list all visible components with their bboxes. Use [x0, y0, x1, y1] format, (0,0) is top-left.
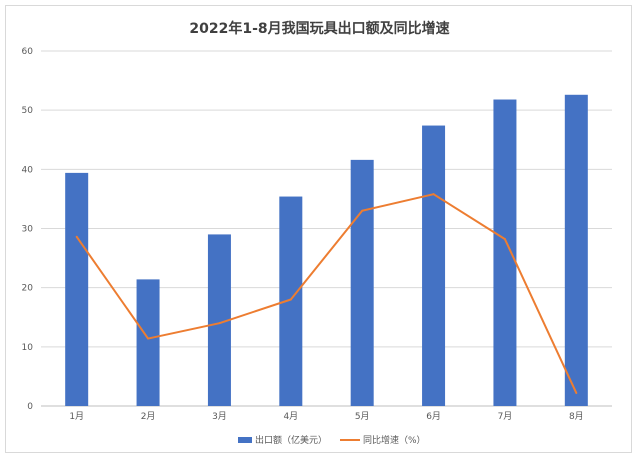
line-point: [289, 298, 292, 301]
x-tick-label: 1月: [69, 411, 84, 422]
y-tick-label: 40: [22, 165, 34, 175]
bar: [422, 125, 446, 407]
y-tick-label: 30: [22, 225, 34, 235]
x-tick-label: 2月: [141, 411, 156, 422]
y-tick-label: 10: [22, 343, 34, 353]
line-point: [432, 193, 435, 196]
bar: [564, 94, 588, 407]
legend-label-bar: 出口额（亿美元）: [255, 434, 327, 446]
x-tick-label: 7月: [498, 411, 513, 422]
bar: [136, 279, 160, 406]
x-tick-label: 6月: [426, 411, 441, 422]
y-tick-label: 50: [22, 106, 34, 116]
bar: [279, 196, 303, 406]
line-point: [575, 391, 578, 394]
x-tick-label: 4月: [283, 411, 298, 422]
y-tick-label: 20: [22, 284, 34, 294]
bar: [493, 99, 517, 407]
y-tick-label: 0: [27, 402, 33, 412]
line-point: [218, 322, 221, 325]
line-point: [75, 235, 78, 238]
line-point: [361, 209, 364, 212]
bar: [207, 234, 231, 406]
legend-label-line: 同比增速（%）: [363, 434, 426, 446]
chart-title: 2022年1-8月我国玩具出口额及同比增速: [189, 21, 450, 37]
line-point: [503, 238, 506, 241]
legend-swatch-bar: [238, 437, 252, 443]
x-tick-label: 8月: [569, 411, 584, 422]
x-tick-label: 3月: [212, 411, 227, 422]
y-tick-label: 60: [22, 47, 34, 57]
bar: [65, 172, 89, 406]
bar: [350, 159, 374, 406]
line-point: [147, 337, 150, 340]
series-line-growth: [75, 193, 578, 394]
x-tick-label: 5月: [355, 411, 370, 422]
